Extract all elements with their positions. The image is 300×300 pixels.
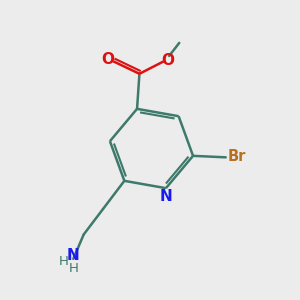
Text: N: N xyxy=(160,189,172,204)
Text: N: N xyxy=(67,248,80,263)
Text: O: O xyxy=(161,52,174,68)
Text: H: H xyxy=(68,262,78,275)
Text: O: O xyxy=(101,52,114,67)
Text: Br: Br xyxy=(227,149,246,164)
Text: H: H xyxy=(59,255,69,268)
